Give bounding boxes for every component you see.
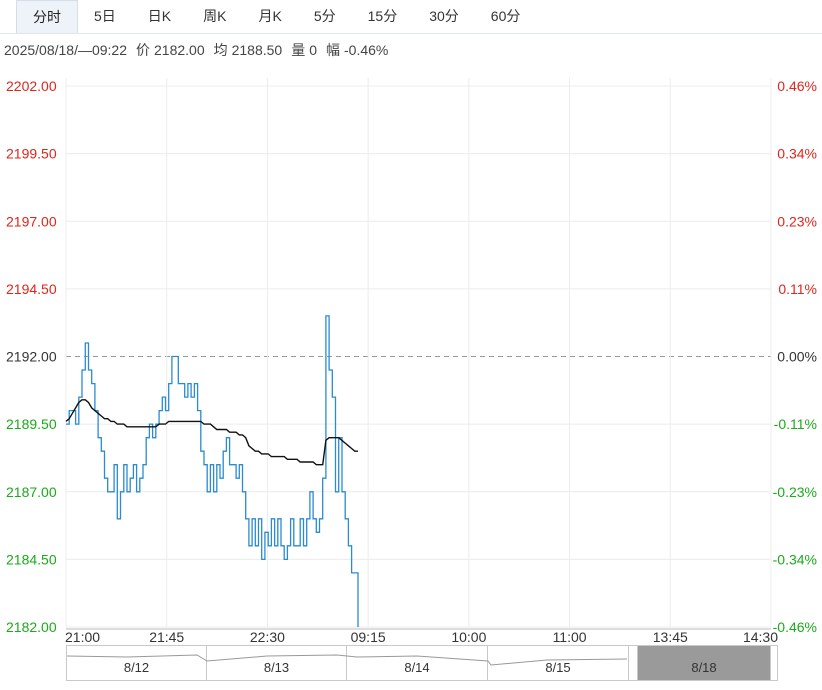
tab-15min[interactable]: 15分 bbox=[367, 8, 398, 24]
percent-tick-label: 0.46% bbox=[777, 78, 817, 94]
navigator-mini-trend bbox=[67, 654, 628, 666]
price-tick-label: 2199.50 bbox=[6, 146, 57, 162]
percent-tick-label: 0.23% bbox=[777, 213, 817, 229]
time-tick-label: 09:15 bbox=[351, 629, 386, 645]
volume-value: 0 bbox=[309, 42, 318, 58]
price-value: 2182.00 bbox=[154, 42, 205, 58]
percent-tick-label: -0.46% bbox=[773, 619, 817, 635]
price-tick-label: 2182.00 bbox=[6, 619, 57, 635]
navigator-day-8-12[interactable]: 8/12 bbox=[67, 646, 207, 680]
navigator-day-8-13[interactable]: 8/13 bbox=[207, 646, 347, 680]
time-tick-label: 14:30 bbox=[743, 629, 778, 645]
navigator-day-8-14[interactable]: 8/14 bbox=[347, 646, 488, 680]
price-axis: 2202.00 2199.50 2197.00 2194.50 2192.00 2189.… bbox=[6, 78, 57, 635]
navigator-day-label: 8/13 bbox=[263, 660, 290, 675]
volume-label: 量 bbox=[291, 42, 306, 58]
tab-60min[interactable]: 60分 bbox=[490, 8, 521, 24]
price-tick-label: 2187.00 bbox=[6, 484, 57, 500]
percent-tick-label: 0.00% bbox=[777, 349, 817, 365]
tab-5day[interactable]: 5日 bbox=[94, 8, 116, 24]
tab-daily-k[interactable]: 日K bbox=[147, 8, 172, 24]
percent-tick-label: -0.23% bbox=[773, 484, 817, 500]
quote-info-bar: 2025/08/18/—09:22 价 2182.00 均 2188.50 量 0 幅 -0.4… bbox=[4, 40, 397, 60]
time-tick-label: 10:00 bbox=[451, 629, 486, 645]
navigator-day-8-18[interactable]: 8/18 bbox=[637, 646, 771, 680]
average-series-line bbox=[65, 399, 358, 466]
quote-datetime: 2025/08/18/—09:22 bbox=[4, 42, 127, 58]
tab-5min[interactable]: 5分 bbox=[313, 8, 336, 24]
chart-grid bbox=[65, 78, 772, 630]
tab-weekly-k[interactable]: 周K bbox=[203, 8, 227, 24]
avg-value: 2188.50 bbox=[231, 42, 283, 58]
tab-30min[interactable]: 30分 bbox=[429, 8, 459, 24]
change-value: -0.46% bbox=[344, 42, 389, 58]
time-axis: 21:00 21:45 22:30 09:15 10:00 11:00 13:45 14:30 bbox=[65, 629, 778, 645]
price-tick-label: 2194.50 bbox=[6, 281, 57, 297]
navigator-day-label: 8/14 bbox=[404, 660, 430, 675]
intraday-chart[interactable]: 2202.00 2199.50 2197.00 2194.50 2192.00 2189.… bbox=[0, 0, 822, 645]
time-tick-label: 13:45 bbox=[653, 629, 688, 645]
time-tick-label: 22:30 bbox=[250, 629, 285, 645]
navigator-day-label: 8/18 bbox=[691, 660, 717, 675]
price-label: 价 bbox=[136, 42, 150, 58]
chart-period-tabs: 分时 5日 日K 周K 月K 5分 15分 30分 60分 bbox=[0, 0, 822, 34]
tab-monthly-k[interactable]: 月K bbox=[258, 8, 282, 24]
time-tick-label: 11:00 bbox=[553, 629, 587, 645]
percent-axis: 0.46% 0.34% 0.23% 0.11% 0.00% -0.11% -0.23% -0.… bbox=[773, 78, 817, 635]
time-tick-label: 21:00 bbox=[65, 629, 100, 645]
avg-label: 均 bbox=[213, 42, 228, 58]
time-tick-label: 21:45 bbox=[149, 629, 184, 645]
change-label: 幅 bbox=[326, 42, 341, 58]
navigator-day-label: 8/15 bbox=[545, 660, 571, 675]
price-series-line bbox=[66, 315, 359, 627]
price-tick-label: 2197.00 bbox=[6, 213, 57, 229]
percent-tick-label: -0.11% bbox=[774, 416, 817, 432]
date-navigator[interactable]: 8/12 8/13 8/14 8/15 8/18 bbox=[66, 645, 778, 681]
price-tick-label: 2202.00 bbox=[6, 78, 57, 94]
navigator-day-8-15[interactable]: 8/15 bbox=[488, 646, 629, 680]
percent-tick-label: -0.34% bbox=[773, 551, 817, 567]
price-tick-label: 2189.50 bbox=[6, 416, 57, 432]
percent-tick-label: 0.34% bbox=[777, 146, 817, 162]
navigator-day-label: 8/12 bbox=[123, 660, 150, 675]
tab-intraday[interactable]: 分时 bbox=[16, 0, 78, 33]
percent-tick-label: 0.11% bbox=[778, 281, 817, 297]
price-tick-label: 2192.00 bbox=[6, 349, 57, 365]
price-tick-label: 2184.50 bbox=[6, 551, 57, 567]
